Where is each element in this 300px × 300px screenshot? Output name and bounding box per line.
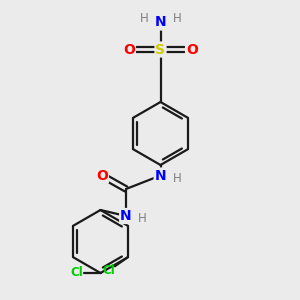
Text: O: O [123,43,135,56]
Text: S: S [155,43,166,56]
Text: H: H [172,11,182,25]
Text: N: N [155,169,166,182]
Text: O: O [96,169,108,182]
Text: N: N [155,16,166,29]
Text: N: N [120,209,132,223]
Text: H: H [172,172,182,185]
Text: Cl: Cl [70,266,83,280]
Text: H: H [140,11,148,25]
Text: H: H [138,212,147,226]
Text: Cl: Cl [102,264,115,277]
Text: O: O [186,43,198,56]
